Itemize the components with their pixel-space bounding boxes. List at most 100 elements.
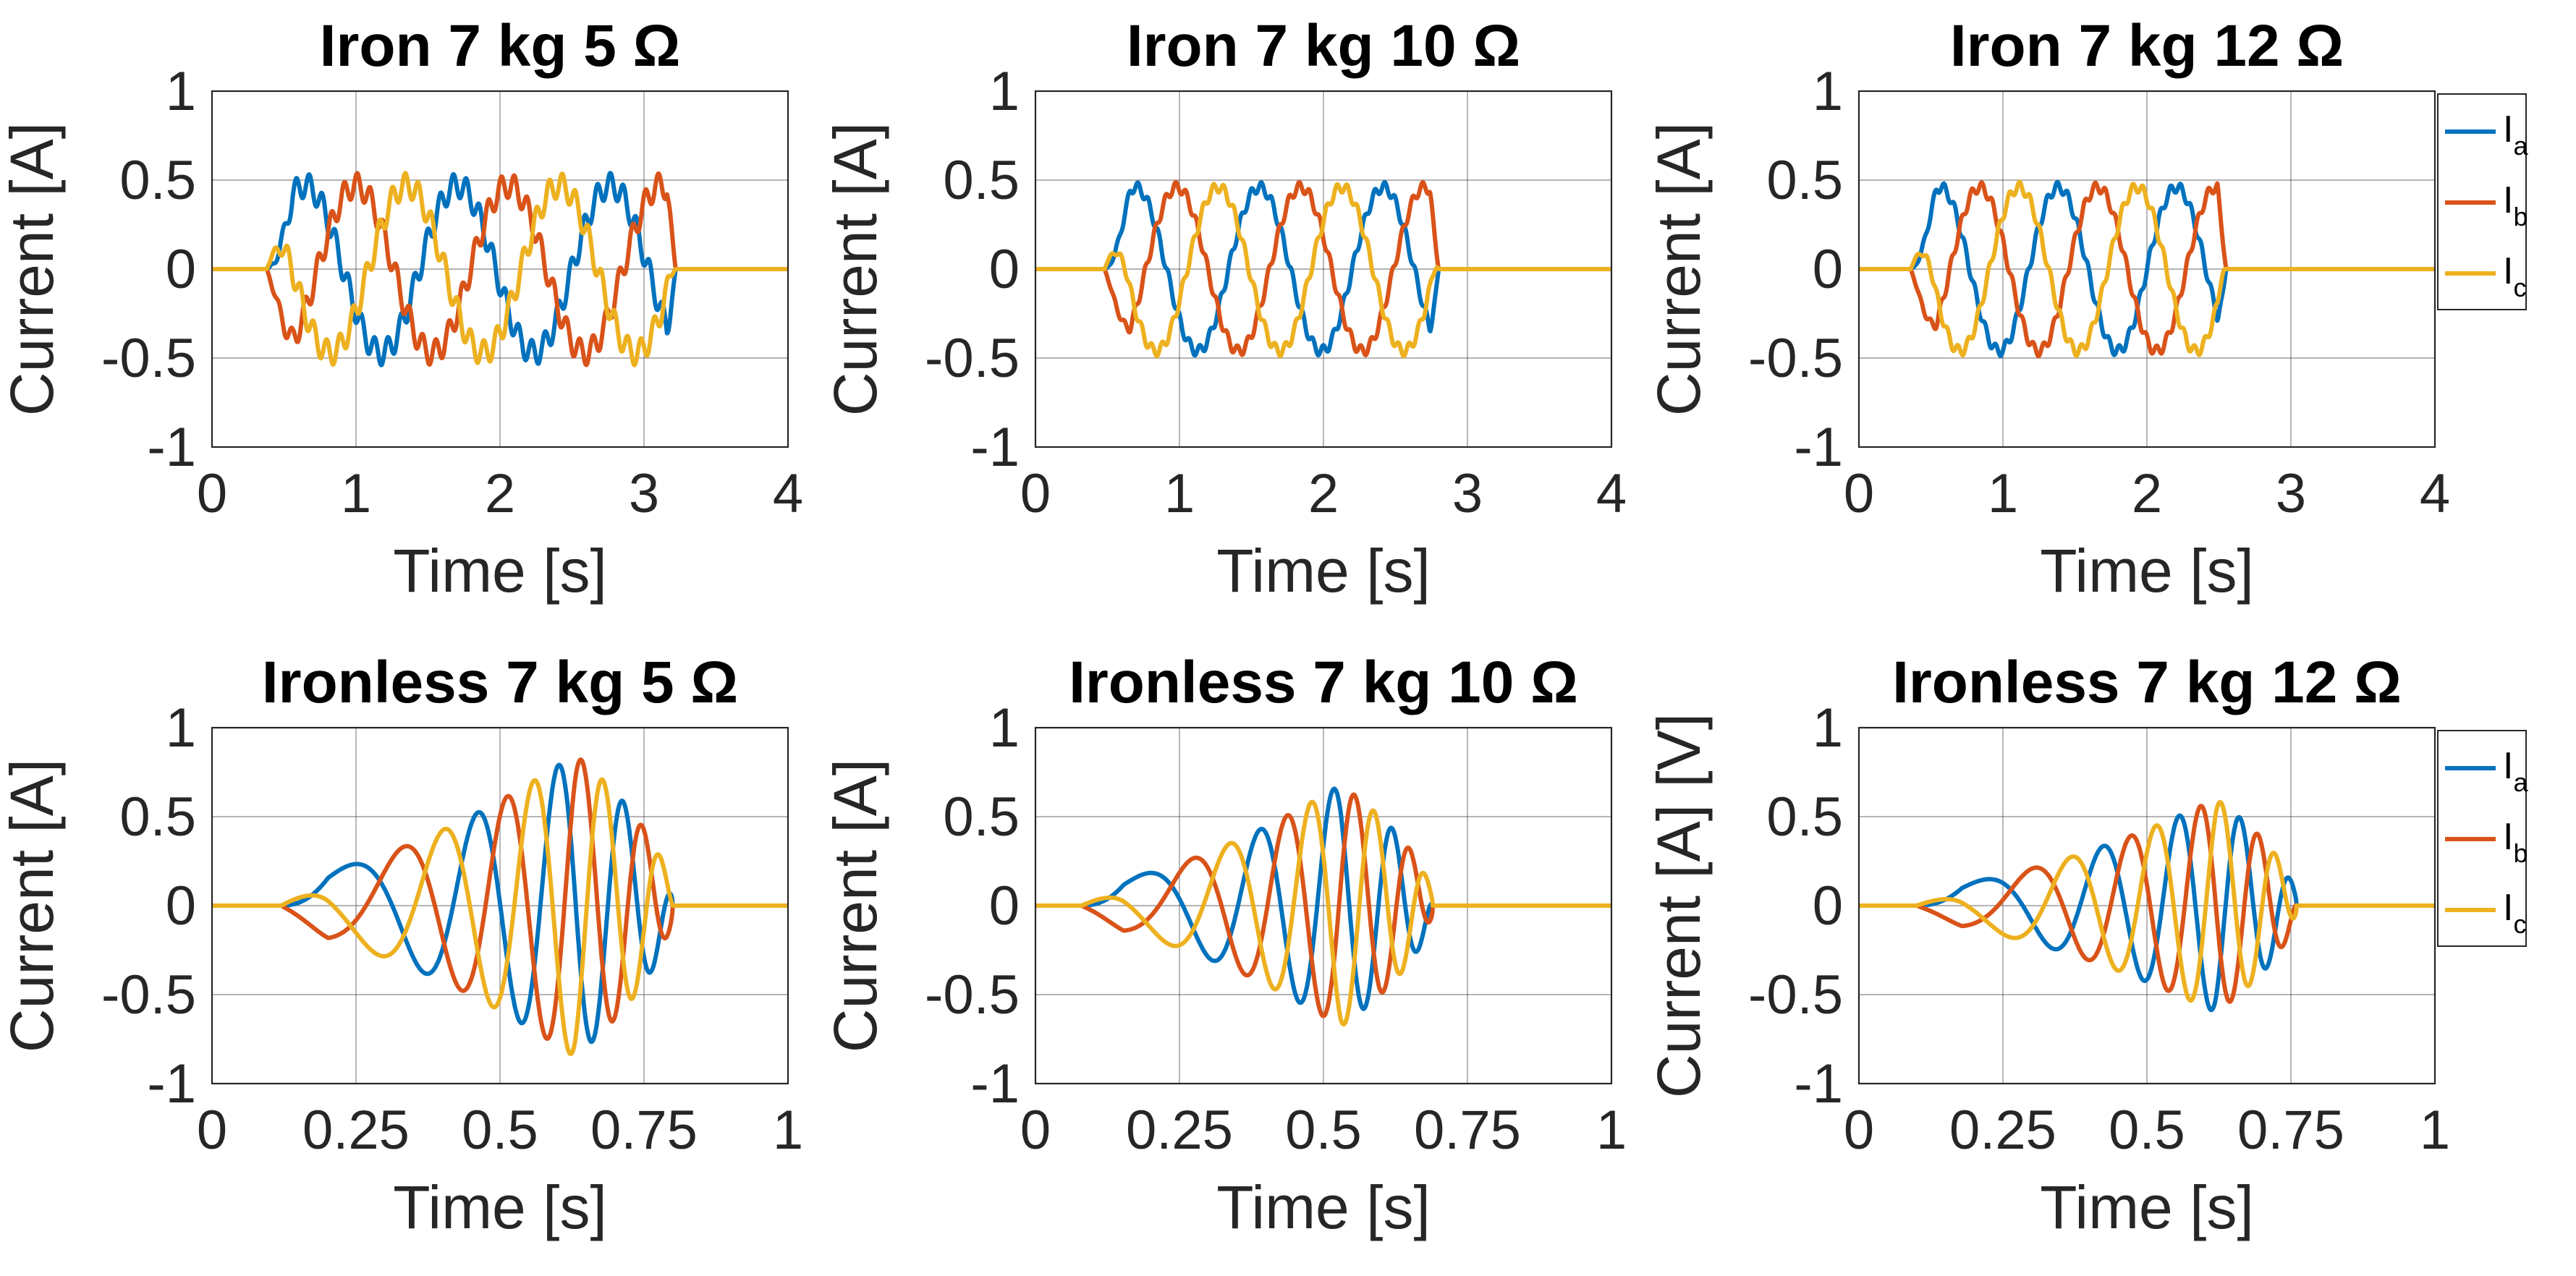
y-tick-label: -0.5: [101, 328, 196, 389]
y-tick-label: 0.5: [943, 150, 1020, 211]
x-tick-label: 0.25: [302, 1100, 410, 1161]
chart-panel-2: 0 1 2 3 4 1 0.5 0 -0.5 -1 Iron 7 kg 10 Ω Time [s] Cu…: [821, 13, 1627, 605]
chart-title: Iron 7 kg 5 Ω: [320, 13, 681, 79]
legend: Ia Ib Ic: [2437, 730, 2528, 947]
x-tick-label: 2: [485, 463, 515, 524]
legend-label: Ic: [2503, 887, 2526, 939]
y-tick-label: 0.5: [119, 150, 196, 211]
y-tick-label: -0.5: [925, 964, 1020, 1026]
x-tick-label: 0: [1844, 463, 1874, 524]
x-tick-label: 0: [1844, 1100, 1874, 1161]
y-tick-label: -0.5: [101, 964, 196, 1026]
x-axis-label: Time [s]: [1216, 1173, 1431, 1241]
x-tick-label: 0.75: [590, 1100, 698, 1161]
axes-box: [1034, 726, 1613, 1085]
x-tick-label: 1: [773, 1100, 803, 1161]
x-tick-label: 0.25: [1126, 1100, 1233, 1161]
y-tick-label: -1: [970, 1053, 1020, 1115]
y-tick-label: 0: [989, 875, 1020, 937]
y-axis-label: Current [A]: [821, 122, 889, 416]
chart-title: Ironless 7 kg 5 Ω: [262, 650, 738, 715]
x-tick-label: 0: [197, 1100, 227, 1161]
x-tick-label: 0.75: [1414, 1100, 1521, 1161]
y-tick-label: -1: [970, 417, 1020, 478]
series-line-Ic: [1033, 182, 1614, 359]
y-tick-label: 0.5: [119, 786, 196, 848]
x-tick-label: 3: [2276, 463, 2306, 524]
y-tick-label: -0.5: [925, 328, 1020, 389]
chart-title: Ironless 7 kg 10 Ω: [1069, 650, 1578, 715]
axes-box: [1034, 90, 1613, 448]
chart-panel-6: 0 0.25 0.5 0.75 1 1 0.5 0 -0.5 -1 Ironless 7 kg 12…: [1645, 650, 2528, 1241]
chart-panel-5: 0 0.25 0.5 0.75 1 1 0.5 0 -0.5 -1 Ironless 7 kg 10…: [821, 650, 1627, 1241]
y-tick-label: -1: [1794, 417, 1843, 478]
y-tick-label: 1: [1813, 697, 1843, 759]
x-tick-label: 3: [1452, 463, 1483, 524]
series-line-Ic: [210, 777, 790, 1056]
y-axis-label: Current [A]: [1645, 122, 1713, 416]
y-tick-label: -1: [1794, 1053, 1843, 1115]
x-axis-label: Time [s]: [393, 1173, 607, 1241]
y-axis-label: Current [A]: [0, 759, 66, 1052]
x-tick-label: 0.25: [1949, 1100, 2056, 1161]
x-tick-label: 0.5: [2109, 1100, 2185, 1161]
legend: Ia Ib Ic: [2437, 93, 2528, 310]
y-tick-label: 0: [166, 875, 196, 937]
x-tick-label: 1: [2420, 1100, 2450, 1161]
x-tick-label: 0.5: [1285, 1100, 1362, 1161]
x-axis-label: Time [s]: [2040, 1173, 2254, 1241]
x-tick-label: 0: [1020, 1100, 1051, 1161]
x-tick-label: 4: [773, 463, 803, 524]
chart-panel-3: 0 1 2 3 4 1 0.5 0 -0.5 -1 Iron 7 kg 12 Ω Time [s] Cu…: [1645, 13, 2528, 605]
x-tick-label: 2: [1308, 463, 1339, 524]
axes-box: [1857, 90, 2436, 448]
y-tick-label: -1: [147, 417, 196, 478]
x-axis-label: Time [s]: [2040, 537, 2254, 605]
x-tick-label: 4: [2420, 463, 2450, 524]
y-tick-label: 0: [1813, 239, 1843, 300]
x-axis-label: Time [s]: [1216, 537, 1431, 605]
y-tick-label: 1: [166, 697, 196, 759]
x-tick-label: 0.75: [2237, 1100, 2344, 1161]
y-tick-label: 0: [989, 239, 1020, 300]
chart-panel-4: 0 0.25 0.5 0.75 1 1 0.5 0 -0.5 -1 Ironless 7 kg 5 …: [0, 650, 803, 1241]
y-tick-label: 1: [989, 697, 1020, 759]
x-tick-label: 1: [1988, 463, 2018, 524]
chart-title: Iron 7 kg 12 Ω: [1950, 13, 2344, 79]
axes-box: [1857, 726, 2436, 1085]
axes-box: [211, 90, 789, 448]
x-tick-label: 2: [2132, 463, 2162, 524]
x-tick-label: 0: [197, 463, 227, 524]
y-tick-label: 0.5: [1766, 786, 1843, 848]
y-tick-label: 1: [989, 61, 1020, 122]
legend-label: Ib: [2503, 179, 2528, 231]
y-tick-label: 0.5: [943, 786, 1020, 848]
x-tick-label: 0: [1020, 463, 1051, 524]
series-line-Ic: [210, 171, 790, 367]
y-tick-label: 1: [1813, 61, 1843, 122]
legend-label: Ic: [2503, 250, 2526, 302]
chart-panel-1: 0 1 2 3 4 1 0.5 0 -0.5 -1 Iron 7 kg 5 Ω Time [s] Cur…: [0, 13, 803, 605]
y-axis-label: Current [A]: [821, 759, 889, 1052]
y-tick-label: -1: [147, 1053, 196, 1115]
chart-title: Iron 7 kg 10 Ω: [1127, 13, 1520, 79]
x-tick-label: 3: [629, 463, 659, 524]
x-tick-label: 4: [1596, 463, 1627, 524]
legend-label: Ib: [2503, 816, 2528, 868]
y-axis-label: Current [A]: [0, 122, 66, 416]
y-tick-label: 0.5: [1766, 150, 1843, 211]
x-tick-label: 1: [1164, 463, 1195, 524]
series-line-Ic: [1033, 799, 1614, 1026]
y-tick-label: -0.5: [1748, 328, 1843, 389]
y-tick-label: -0.5: [1748, 964, 1843, 1026]
y-tick-label: 0: [166, 239, 196, 300]
x-tick-label: 0.5: [462, 1100, 538, 1161]
x-axis-label: Time [s]: [393, 537, 607, 605]
series-line-Ic: [1857, 179, 2437, 358]
y-tick-label: 0: [1813, 875, 1843, 937]
y-tick-label: 1: [166, 61, 196, 122]
legend-label: Ia: [2503, 109, 2528, 161]
legend-label: Ia: [2503, 745, 2528, 797]
y-axis-label: Current [A] [V]: [1645, 713, 1713, 1098]
